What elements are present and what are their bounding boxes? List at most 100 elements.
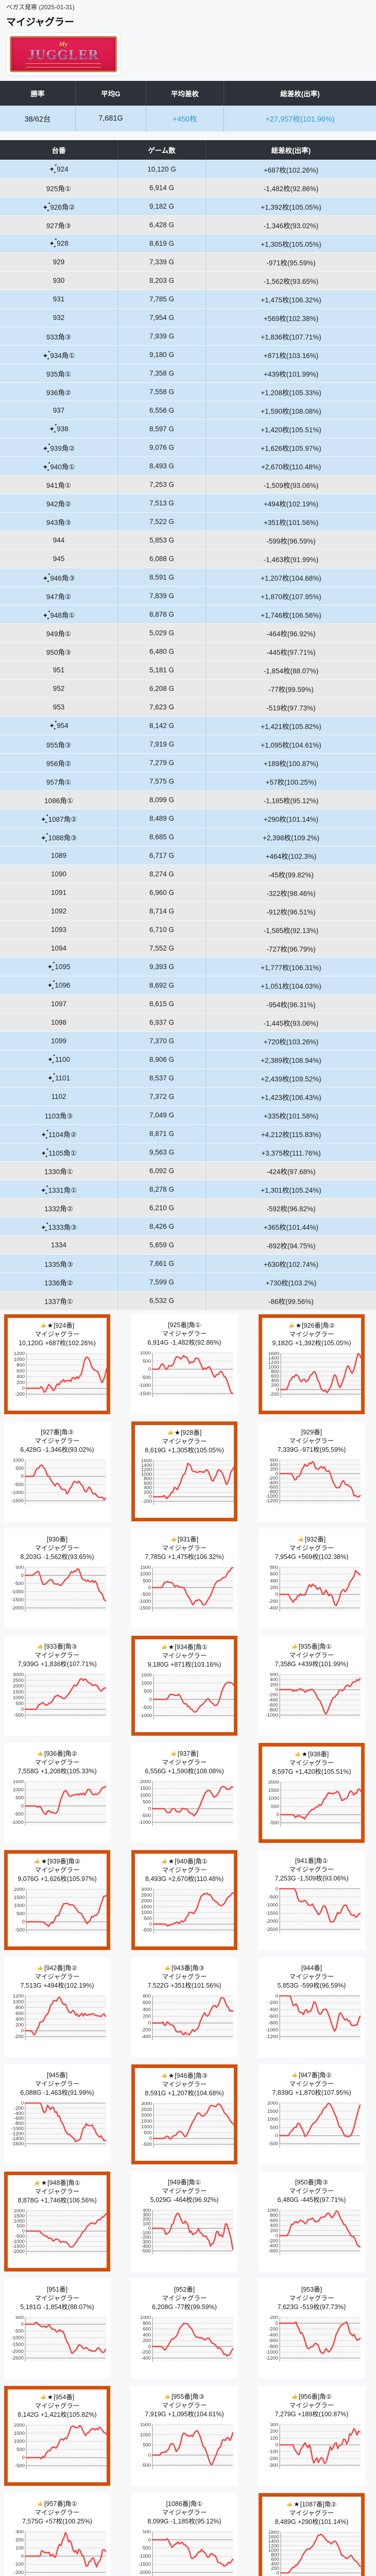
machine-row: 945 6,088 G -1,463枚(91.99%) xyxy=(0,549,376,568)
chart-card[interactable]: [945番] マイジャグラー 6,088G -1,463枚(91.99%) -1600… xyxy=(4,2064,110,2164)
y-axis-tick-label: 600 xyxy=(270,1571,278,1577)
diff-cell: +730枚(103.2%) xyxy=(206,1273,376,1292)
chart-card[interactable]: ★[948番]角① マイジャグラー 8,878G +1,746枚(106.56%) -… xyxy=(4,2172,110,2272)
slump-line xyxy=(279,1570,361,1606)
diff-cell: -954枚(96.31%) xyxy=(206,994,376,1013)
diff-cell: -445枚(97.71%) xyxy=(206,642,376,661)
y-axis-tick-label: -600 xyxy=(14,2116,24,2122)
chart-card[interactable]: [951番] マイジャグラー 5,181G -1,854枚(88.07%) -2500… xyxy=(4,2279,110,2379)
slump-line xyxy=(279,2321,361,2354)
slump-line xyxy=(280,1788,361,1820)
machine-number-cell: 947角② xyxy=(0,586,118,605)
chart-card[interactable]: ★[946番]角③ マイジャグラー 8,591G +1,207枚(104.68%) -… xyxy=(131,2064,237,2164)
chart-card[interactable]: ★[928番] マイジャグラー 8,619G +1,305枚(105.05%) -20… xyxy=(131,1421,237,1521)
machine-row: 930 8,203 G -1,562枚(93.65%) xyxy=(0,271,376,290)
chart-card[interactable]: ★[934番]角① マイジャグラー 9,180G +871枚(103.16%) -10… xyxy=(131,1636,237,1736)
chart-card[interactable]: [941番]角① マイジャグラー 7,253G -1,509枚(93.06%) -25… xyxy=(259,1850,365,1950)
chart-card[interactable]: [931番] マイジャグラー 7,785G +1,475枚(106.32%) -150… xyxy=(131,1529,237,1629)
chart-title: [943番]角③ マイジャグラー 7,522G +351枚(101.56%) xyxy=(131,1964,237,1990)
chart-card[interactable]: ★[940番]角① マイジャグラー 8,493G +2,670枚(110.48%) -… xyxy=(131,1850,237,1950)
chart-card[interactable]: [953番] マイジャグラー 7,623G -519枚(97.73%) -1200 -1… xyxy=(259,2279,365,2379)
chart-card[interactable]: [947番]角② マイジャグラー 7,839G +1,870枚(107.95%) -5… xyxy=(259,2064,365,2164)
machine-number-cell: ✦ ✦ ✦ 928 xyxy=(0,234,118,253)
chart-card[interactable]: [932番] マイジャグラー 7,954G +569枚(102.38%) -400 -2… xyxy=(259,1529,365,1629)
chart-card[interactable]: ★[954番] マイジャグラー 8,142G +1,421枚(105.82%) -50… xyxy=(4,2386,110,2486)
y-axis-tick-label: -200 xyxy=(15,1392,25,1397)
chart-card[interactable]: ★[939番]角② マイジャグラー 9,076G +1,626枚(105.97%) -… xyxy=(4,1850,110,1950)
y-axis-tick-label: -2000 xyxy=(12,2249,25,2255)
machine-row: ✦ ✦ ✦ 1331角① 8,278 G +1,301枚(105.24%) xyxy=(0,1180,376,1199)
games-cell: 8,537 G xyxy=(117,1069,206,1088)
y-axis-tick-label: 1000 xyxy=(14,1357,25,1362)
y-axis-tick-label: 0 xyxy=(276,2320,278,2326)
machine-row: 955角③ 7,919 G +1,095枚(104.61%) xyxy=(0,735,376,754)
chart-card[interactable]: [955番]角③ マイジャグラー 7,919G +1,095枚(104.61%) -5… xyxy=(131,2386,237,2486)
chart-card[interactable]: [949番]角① マイジャグラー 5,029G -464枚(96.92%) -500-… xyxy=(131,2172,237,2272)
y-axis-tick-label: 500 xyxy=(143,1800,151,1805)
machine-row: 949角① 5,029 G -464枚(96.92%) xyxy=(0,623,376,642)
machine-row: 947角② 7,839 G +1,870枚(107.95%) xyxy=(0,586,376,605)
y-axis-tick-label: 600 xyxy=(271,1374,279,1379)
chart-card[interactable]: [925番]角① マイジャグラー 6,914G -1,482枚(92.86%) -15… xyxy=(131,1314,237,1414)
chart-card[interactable]: [933番]角③ マイジャグラー 7,939G +1,836枚(107.71%) -5… xyxy=(4,1636,110,1736)
y-axis-tick-label: 500 xyxy=(270,2125,278,2130)
chart-card[interactable]: [937番] マイジャグラー 6,556G +1,590枚(108.08%) -100… xyxy=(131,1743,237,1843)
y-axis-tick-label: 0 xyxy=(148,1806,151,1812)
slump-chart: -500 0 500 1000 1500 2000 xyxy=(14,1888,107,1934)
y-axis-tick-label: 1000 xyxy=(13,1999,24,2005)
machine-row: 1090 8,274 G -45枚(99.82%) xyxy=(0,865,376,884)
y-axis-tick-label: -600 xyxy=(268,1702,278,1708)
chart-card[interactable]: [936番]角② マイジャグラー 7,558G +1,208枚(105.33%) -1… xyxy=(4,1743,110,1843)
y-axis-tick-label: 400 xyxy=(143,2007,151,2012)
chart-title: [949番]角① マイジャグラー 5,029G -464枚(96.92%) xyxy=(131,2178,237,2205)
y-axis-tick-label: 200 xyxy=(15,2022,24,2028)
chart-card[interactable]: [929番] マイジャグラー 7,339G -971枚(95.59%) -1200 -1… xyxy=(259,1421,365,1521)
chart-stats: 7,253G -1,509枚(93.06%) xyxy=(275,1875,349,1882)
chart-title: [953番] マイジャグラー 7,623G -519枚(97.73%) xyxy=(259,2285,365,2312)
chart-card[interactable]: [957番]角① マイジャグラー 7,575G +57枚(100.25%) -200-… xyxy=(4,2493,110,2576)
machine-row: 929 7,339 G -971枚(95.59%) xyxy=(0,252,376,272)
chart-model-name: マイジャグラー xyxy=(289,2510,334,2517)
chart-card[interactable]: ★[1087番]角② マイジャグラー 8,489G +290枚(101.14%) 0 2… xyxy=(259,2493,365,2576)
chart-stats: 5,029G -464枚(96.92%) xyxy=(150,2196,219,2204)
star-icon: ★ xyxy=(301,1751,307,1758)
games-cell: 9,182 G xyxy=(117,197,206,216)
games-cell: 7,661 G xyxy=(117,1254,206,1273)
chart-title: [932番] マイジャグラー 7,954G +569枚(102.38%) xyxy=(259,1535,365,1562)
chart-card[interactable]: [927番]角③ マイジャグラー 6,428G -1,346枚(93.02%) -15… xyxy=(4,1421,110,1521)
diff-cell: +3,375枚(111.76%) xyxy=(206,1143,376,1162)
sparkle-icon: ✦ ✦ ✦ xyxy=(42,350,51,361)
slump-line xyxy=(24,1464,107,1500)
y-axis-tick-label: -1000 xyxy=(139,2553,151,2559)
chart-card[interactable]: [942番]角② マイジャグラー 7,513G +494枚(102.19%) -200… xyxy=(4,1957,110,2057)
games-cell: 5,853 G xyxy=(117,531,206,550)
y-axis-tick-label: 1500 xyxy=(140,2423,151,2428)
y-axis-tick-label: -2000 xyxy=(11,2349,24,2354)
machine-row: 957角① 7,575 G +57枚(100.25%) xyxy=(0,772,376,791)
y-axis-tick-label: -1500 xyxy=(139,2562,151,2567)
chart-model-name: マイジャグラー xyxy=(289,1652,334,1659)
y-axis-tick-label: 1500 xyxy=(140,1566,151,1570)
chart-model-name: マイジャグラー xyxy=(162,1438,207,1445)
chart-card[interactable]: [935番]角① マイジャグラー 7,358G +439枚(101.99%) -100… xyxy=(259,1636,365,1736)
y-axis-tick-label: 1000 xyxy=(141,2124,152,2130)
machine-number-cell: 955角③ xyxy=(0,735,118,754)
y-axis-tick-label: 200 xyxy=(270,1467,278,1472)
chart-card[interactable]: [930番] マイジャグラー 8,203G -1,562枚(93.65%) -2000… xyxy=(4,1529,110,1629)
thumbs-up-icon xyxy=(295,1752,300,1756)
chart-card[interactable]: [956番]角② マイジャグラー 7,279G +189枚(100.87%) -300… xyxy=(259,2386,365,2486)
chart-card[interactable]: ★[926番]角② マイジャグラー 9,182G +1,392枚(105.05%) -… xyxy=(259,1314,365,1414)
y-axis-tick-label: -200 xyxy=(14,2034,24,2040)
chart-card[interactable]: [952番] マイジャグラー 6,208G -77枚(99.59%) -400 -200… xyxy=(131,2279,237,2379)
chart-card[interactable]: ★[924番] マイジャグラー 10,120G +687枚(102.26%) -200… xyxy=(4,1314,110,1414)
y-axis-tick-label: 1000 xyxy=(13,1695,24,1701)
chart-card[interactable]: [944番] マイジャグラー 5,853G -599枚(96.59%) -1200 -1… xyxy=(259,1957,365,2057)
chart-card[interactable]: [943番]角③ マイジャグラー 7,522G +351枚(101.56%) -400… xyxy=(131,1957,237,2057)
machine-row: 1335角③ 7,661 G +630枚(102.74%) xyxy=(0,1254,376,1273)
chart-card[interactable]: [950番]角③ マイジャグラー 6,480G -445枚(97.71%) -600-… xyxy=(259,2172,365,2272)
y-axis-tick-label: -600 xyxy=(268,1485,278,1490)
chart-card[interactable]: ★[938番] マイジャグラー 8,597G +1,420枚(105.51%) -50… xyxy=(259,1743,365,1843)
games-cell: 6,914 G xyxy=(117,178,206,197)
chart-card[interactable]: [1086番]角① マイジャグラー 8,099G -1,185枚(95.12%) -2… xyxy=(131,2493,237,2576)
